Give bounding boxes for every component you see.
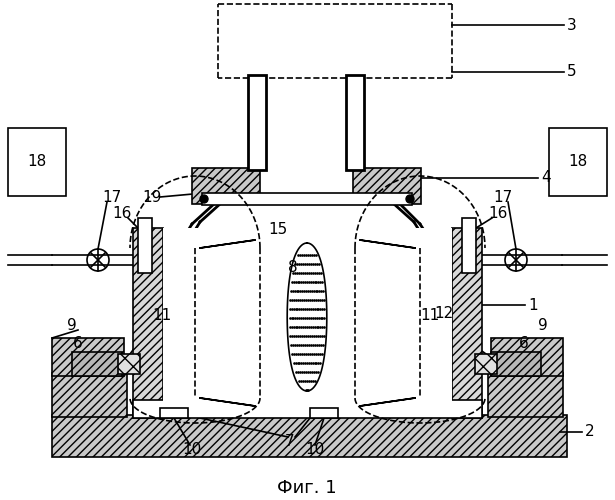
Bar — [118, 354, 140, 374]
Text: 18: 18 — [28, 154, 47, 170]
Bar — [160, 408, 188, 418]
Text: 6: 6 — [73, 336, 83, 351]
Text: 10: 10 — [306, 442, 325, 458]
Bar — [549, 128, 607, 196]
Bar — [52, 338, 124, 376]
Bar — [192, 168, 260, 204]
Text: 17: 17 — [102, 190, 122, 204]
Bar — [346, 75, 364, 170]
Text: 1: 1 — [528, 298, 538, 312]
Polygon shape — [200, 240, 255, 406]
Bar — [163, 228, 452, 408]
Bar — [133, 400, 482, 418]
Text: 15: 15 — [268, 222, 288, 238]
Bar — [491, 352, 541, 376]
Bar — [491, 338, 563, 376]
Bar — [52, 373, 127, 417]
Bar — [8, 128, 66, 196]
Text: 11: 11 — [153, 308, 172, 322]
Text: 3: 3 — [567, 18, 577, 32]
Polygon shape — [287, 243, 327, 391]
Text: 6: 6 — [519, 336, 529, 351]
Bar — [202, 193, 412, 205]
Bar — [462, 218, 476, 273]
Text: 9: 9 — [538, 318, 548, 334]
Bar — [353, 168, 421, 204]
Text: 16: 16 — [488, 206, 508, 220]
Bar — [452, 228, 482, 418]
Bar — [133, 228, 163, 418]
Bar — [248, 75, 266, 170]
Bar — [310, 408, 338, 418]
Text: 17: 17 — [493, 190, 513, 204]
Text: 8: 8 — [288, 260, 298, 276]
Text: 4: 4 — [541, 170, 551, 186]
Circle shape — [406, 195, 414, 203]
Text: 10: 10 — [183, 442, 202, 458]
Text: 16: 16 — [113, 206, 132, 220]
Text: 18: 18 — [568, 154, 587, 170]
Bar — [52, 415, 567, 457]
Text: 12: 12 — [434, 306, 454, 322]
Bar — [488, 373, 563, 417]
Bar — [72, 352, 122, 376]
Bar — [475, 354, 497, 374]
Text: 11: 11 — [421, 308, 440, 322]
Text: 2: 2 — [585, 424, 595, 440]
Text: 19: 19 — [142, 190, 162, 204]
Text: 7: 7 — [285, 434, 295, 450]
Text: 5: 5 — [567, 64, 577, 80]
Text: Фиг. 1: Фиг. 1 — [277, 479, 337, 497]
Circle shape — [200, 195, 208, 203]
Text: 9: 9 — [67, 318, 77, 334]
Bar — [138, 218, 152, 273]
